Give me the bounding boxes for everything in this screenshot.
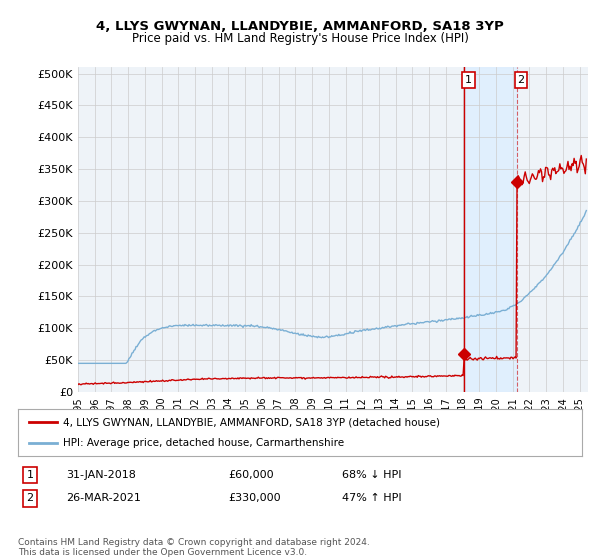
Text: £330,000: £330,000 <box>228 493 281 503</box>
Text: 47% ↑ HPI: 47% ↑ HPI <box>342 493 401 503</box>
Bar <box>464 67 517 392</box>
Text: 4, LLYS GWYNAN, LLANDYBIE, AMMANFORD, SA18 3YP: 4, LLYS GWYNAN, LLANDYBIE, AMMANFORD, SA… <box>96 20 504 32</box>
Text: 1: 1 <box>465 75 472 85</box>
Text: 2: 2 <box>517 75 524 85</box>
Text: 4, LLYS GWYNAN, LLANDYBIE, AMMANFORD, SA18 3YP (detached house): 4, LLYS GWYNAN, LLANDYBIE, AMMANFORD, SA… <box>63 417 440 427</box>
Text: 26-MAR-2021: 26-MAR-2021 <box>66 493 141 503</box>
Text: 31-JAN-2018: 31-JAN-2018 <box>66 470 136 480</box>
Text: £60,000: £60,000 <box>228 470 274 480</box>
Text: 2: 2 <box>26 493 34 503</box>
Text: Contains HM Land Registry data © Crown copyright and database right 2024.
This d: Contains HM Land Registry data © Crown c… <box>18 538 370 557</box>
Text: 68% ↓ HPI: 68% ↓ HPI <box>342 470 401 480</box>
Text: 1: 1 <box>26 470 34 480</box>
Text: Price paid vs. HM Land Registry's House Price Index (HPI): Price paid vs. HM Land Registry's House … <box>131 32 469 45</box>
Text: HPI: Average price, detached house, Carmarthenshire: HPI: Average price, detached house, Carm… <box>63 438 344 448</box>
